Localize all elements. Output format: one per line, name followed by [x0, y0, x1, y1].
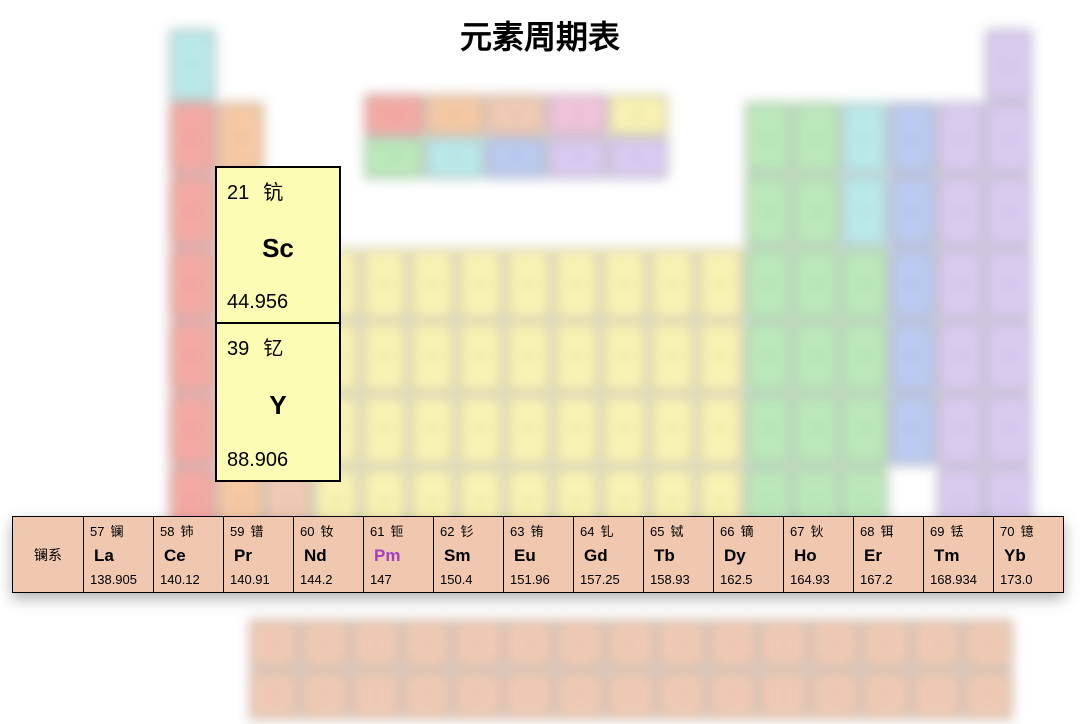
lanthanide-cell-nd: 60 钕Nd144.2: [294, 516, 364, 593]
element-name-cn: 铽: [670, 521, 683, 540]
atomic-number: 69: [930, 524, 944, 539]
element-name-cn: 镨: [250, 521, 263, 540]
lanthanide-cell-pr: 59 镨Pr140.91: [224, 516, 294, 593]
atomic-number: 59: [230, 524, 244, 539]
atomic-mass: 168.934: [930, 572, 989, 587]
atomic-mass: 173.0: [1000, 572, 1059, 587]
element-name-cn: 铕: [530, 521, 543, 540]
atomic-number: 66: [720, 524, 734, 539]
lanthanide-label: 镧系: [12, 516, 84, 593]
atomic-mass: 157.25: [580, 572, 639, 587]
periodic-table-blurred-bg: [0, 0, 1080, 724]
atomic-mass: 140.91: [230, 572, 289, 587]
highlight-cell-y: 39 钇Y 88.906: [215, 324, 341, 482]
element-name-cn: 铈: [180, 521, 193, 540]
atomic-number: 63: [510, 524, 524, 539]
page-title: 元素周期表: [0, 12, 1080, 58]
element-symbol: Ho: [790, 540, 849, 572]
atomic-mass: 138.905: [90, 572, 149, 587]
element-symbol: Gd: [580, 540, 639, 572]
element-name-cn: 镧: [110, 521, 123, 540]
atomic-number: 65: [650, 524, 664, 539]
element-name-cn: 镝: [740, 521, 753, 540]
highlight-cell-sc: 21 钪 Sc 44.956: [215, 166, 341, 324]
element-name-cn: 铥: [950, 521, 963, 540]
element-symbol: Er: [860, 540, 919, 572]
element-name-cn: 钆: [600, 521, 613, 540]
element-symbol: Y: [227, 390, 329, 421]
highlight-column-group3: 21 钪 Sc 44.956 39 钇Y 88.906: [215, 166, 341, 482]
atomic-number: 61: [370, 524, 384, 539]
element-symbol: Dy: [720, 540, 779, 572]
lanthanide-cell-gd: 64 钆Gd157.25: [574, 516, 644, 593]
element-symbol: Tb: [650, 540, 709, 572]
lanthanide-cell-ce: 58 铈Ce140.12: [154, 516, 224, 593]
element-symbol: La: [90, 540, 149, 572]
atomic-mass: 151.96: [510, 572, 569, 587]
atomic-number: 68: [860, 524, 874, 539]
atomic-mass: 158.93: [650, 572, 709, 587]
atomic-mass: 44.956: [227, 291, 329, 314]
atomic-number: 64: [580, 524, 594, 539]
element-name-cn: 钕: [320, 521, 333, 540]
lanthanide-cell-dy: 66 镝Dy162.5: [714, 516, 784, 593]
element-symbol: Tm: [930, 540, 989, 572]
element-symbol: Eu: [510, 540, 569, 572]
atomic-mass: 144.2: [300, 572, 359, 587]
element-symbol: Pr: [230, 540, 289, 572]
atomic-mass: 147: [370, 572, 429, 587]
lanthanide-cell-pm: 61 钷Pm147: [364, 516, 434, 593]
lanthanide-cell-sm: 62 钐Sm150.4: [434, 516, 504, 593]
atomic-mass: 140.12: [160, 572, 219, 587]
lanthanide-cell-tm: 69 铥Tm168.934: [924, 516, 994, 593]
atomic-mass: 162.5: [720, 572, 779, 587]
element-name-cn: 钬: [810, 521, 823, 540]
element-symbol: Yb: [1000, 540, 1059, 572]
atomic-number: 58: [160, 524, 174, 539]
lanthanide-cell-la: 57 镧La138.905: [84, 516, 154, 593]
atomic-number: 57: [90, 524, 104, 539]
element-symbol: Pm: [370, 540, 429, 572]
element-symbol: Sc: [227, 233, 329, 264]
element-symbol: Sm: [440, 540, 499, 572]
lanthanide-cell-yb: 70 镱Yb173.0: [994, 516, 1064, 593]
lanthanide-cell-tb: 65 铽Tb158.93: [644, 516, 714, 593]
element-symbol: Ce: [160, 540, 219, 572]
lanthanide-cell-er: 68 铒Er167.2: [854, 516, 924, 593]
atomic-number: 67: [790, 524, 804, 539]
element-symbol: Nd: [300, 540, 359, 572]
element-name-cn: 钪: [263, 176, 283, 205]
element-name-cn: 铒: [880, 521, 893, 540]
element-name-cn: 钇: [263, 332, 283, 361]
atomic-mass: 164.93: [790, 572, 849, 587]
lanthanide-row: 镧系 57 镧La138.905 58 铈Ce140.12 59 镨Pr140.91 60 钕N…: [12, 516, 1064, 593]
element-name-cn: 钷: [390, 521, 403, 540]
element-name-cn: 钐: [460, 521, 473, 540]
element-name-cn: 镱: [1020, 521, 1033, 540]
atomic-number: 60: [300, 524, 314, 539]
atomic-mass: 150.4: [440, 572, 499, 587]
lanthanide-cell-eu: 63 铕Eu151.96: [504, 516, 574, 593]
atomic-number: 70: [1000, 524, 1014, 539]
lanthanide-cell-ho: 67 钬Ho164.93: [784, 516, 854, 593]
atomic-mass: 167.2: [860, 572, 919, 587]
atomic-number: 39: [227, 338, 249, 361]
atomic-number: 62: [440, 524, 454, 539]
atomic-number: 21: [227, 182, 249, 205]
atomic-mass: 88.906: [227, 449, 329, 472]
